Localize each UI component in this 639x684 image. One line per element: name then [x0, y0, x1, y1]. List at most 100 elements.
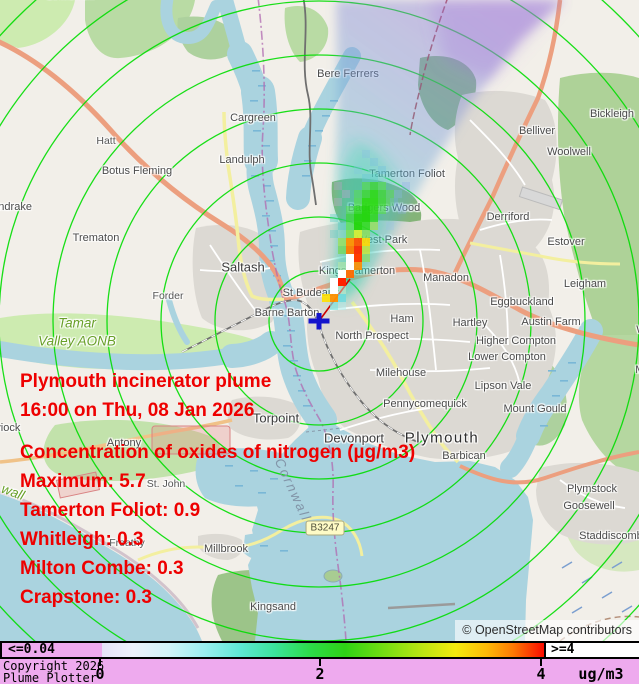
map-label: North Prospect: [335, 330, 409, 342]
plume-cell: [338, 222, 346, 230]
plume-cell: [378, 206, 386, 214]
cross-vertical-bar: [316, 313, 322, 330]
plume-cell: [330, 294, 338, 302]
map-label: Freathy: [109, 537, 145, 549]
map-label: Goosewell: [563, 500, 615, 512]
plume-cell: [354, 214, 362, 222]
plume-cell: [338, 246, 346, 254]
plume-cell: [330, 286, 338, 294]
map-label: Plymouth: [404, 429, 480, 447]
osm-attribution-link[interactable]: © OpenStreetMap contributors: [455, 620, 639, 641]
plume-cell: [338, 262, 346, 270]
plume-cell: [378, 182, 386, 190]
colorbar-footer: <=0.04 >=4 0 2 4 ug/m3 Copyright 2026 Plum…: [0, 641, 639, 684]
plume-cell: [346, 206, 354, 214]
plume-title: Plymouth incinerator plume: [20, 371, 272, 392]
range-ring: [52, 54, 586, 588]
map-label: Marsh Mills: [635, 364, 639, 376]
plume-cell: [354, 166, 362, 174]
plume-cell: [354, 198, 362, 206]
map-label: Devonport: [324, 430, 384, 446]
plume-cell: [338, 294, 346, 302]
plume-cell: [370, 174, 378, 182]
plume-cell: [338, 238, 346, 246]
military-area-2: [55, 471, 101, 499]
map-label: Belliver: [518, 125, 556, 137]
plume-cell: [354, 190, 362, 198]
plume-cell: [362, 254, 370, 262]
colorbar-tick: [319, 659, 321, 666]
map-label: Manadon: [423, 272, 469, 284]
plume-cell: [378, 198, 386, 206]
plume-cell: [330, 278, 338, 286]
plume-cell: [346, 238, 354, 246]
plume-cell: [334, 198, 342, 206]
plume-overlay-svg: [308, 0, 565, 330]
map-label: St Mellion: [46, 0, 94, 2]
plume-cell: [354, 238, 362, 246]
plume-cell: [346, 230, 354, 238]
colorbar-tick-label: 2: [315, 665, 325, 683]
plume-cell: [394, 190, 402, 198]
colorbar-max-label: >=4: [544, 643, 639, 657]
plume-cell: [362, 230, 370, 238]
copyright-line-1: Copyright 2026: [3, 659, 105, 673]
plume-cell: [370, 158, 378, 166]
colorbar-gradient: [102, 643, 544, 657]
map-label: Woodford: [636, 324, 639, 336]
map-label: Trematon: [72, 232, 120, 244]
plume-cell: [370, 214, 378, 222]
map-label: Antony: [106, 437, 142, 449]
plume-cell: [354, 262, 362, 270]
plume-cell: [338, 286, 346, 294]
map-label: Woolwell: [547, 146, 591, 158]
plume-cell: [346, 270, 354, 278]
plume-cell: [330, 230, 338, 238]
plume-info-overlay: Plymouth incinerator plume 16:00 on Thu,…: [20, 367, 415, 612]
plume-cell: [386, 190, 394, 198]
range-ring: [214, 216, 424, 426]
plume-cell: [370, 190, 378, 198]
range-ring: [0, 0, 639, 641]
map-label: Lipson Vale: [474, 380, 532, 392]
plume-cell: [354, 254, 362, 262]
map-label: Derriford: [486, 211, 530, 223]
map-label: Ham: [390, 313, 414, 325]
plume-cell: [370, 198, 378, 206]
map-label: Barbican: [442, 450, 486, 462]
colorbar-tick-label: 4: [536, 665, 546, 683]
plume-cell: [354, 230, 362, 238]
plume-cell: [390, 198, 398, 206]
map-label: Hartley: [452, 317, 488, 329]
plume-cell: [386, 222, 394, 230]
military-area: [151, 425, 231, 455]
map-label: Millbrook: [203, 543, 249, 555]
map-label: Lower Compton: [468, 351, 546, 363]
plume-cell: [346, 254, 354, 262]
plume-reading: Crapstone: 0.3: [20, 587, 152, 608]
plume-cell: [354, 222, 362, 230]
map-label: Botus Fleming: [101, 165, 173, 177]
plume-cell: [330, 214, 338, 222]
colorbar-tick: [540, 659, 542, 666]
map-label: St. John: [146, 478, 186, 490]
plume-cell: [362, 198, 370, 206]
misc-areas: [55, 186, 564, 499]
map-label: Leigham: [563, 278, 607, 290]
plume-cell: [378, 190, 386, 198]
map-label: Landulph: [219, 154, 265, 166]
source-cross-marker: [308, 313, 330, 330]
plume-cell: [362, 150, 370, 158]
plume-reading: Whitleigh: 0.3: [20, 529, 144, 550]
roads: [0, 0, 639, 562]
map-label: Eggbuckland: [490, 296, 554, 308]
map-label: Cargreen: [230, 112, 276, 124]
plume-cell: [402, 182, 410, 190]
map-canvas: St Mellion Landrake Cargreen Landulph Hatt Bo…: [0, 0, 639, 641]
map-label: Forder: [152, 290, 184, 302]
plume-cell: [354, 206, 362, 214]
plume-cell: [346, 214, 354, 222]
plume-cell: [362, 238, 370, 246]
plume-datetime: 16:00 on Thu, 08 Jan 2026: [20, 400, 255, 421]
